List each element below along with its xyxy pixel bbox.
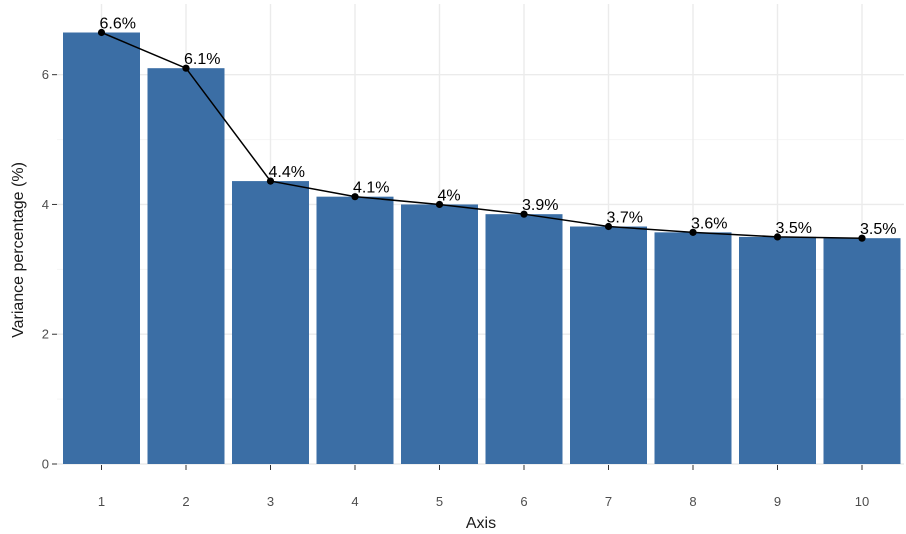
- x-tick-label: 9: [774, 494, 781, 509]
- bars-layer: [63, 32, 901, 465]
- data-label-6: 3.9%: [522, 197, 558, 214]
- x-tick-label: 1: [98, 494, 105, 509]
- x-tick-label: 10: [855, 494, 869, 509]
- point-10: [858, 234, 866, 242]
- axis-layer: 0 2 4 6 1 2 3 4 5 6 7 8 9 10: [42, 67, 869, 509]
- point-1: [97, 28, 106, 37]
- x-tick-label: 2: [182, 494, 189, 509]
- line-layer: [97, 28, 866, 242]
- y-tick-label: 0: [42, 457, 49, 472]
- x-tick-label: 8: [689, 494, 696, 509]
- y-tick-label: 6: [42, 67, 49, 82]
- data-label-4: 4.1%: [353, 180, 389, 197]
- bar-5: [401, 204, 478, 465]
- bar-3: [232, 181, 309, 464]
- data-labels-layer: 6.6% 6.1% 4.4% 4.1% 4% 3.9% 3.7% 3.6% 3.5% 3.5%: [100, 16, 897, 239]
- data-label-7: 3.7%: [607, 210, 643, 227]
- bar-10: [823, 238, 901, 464]
- point-3: [266, 177, 275, 185]
- bar-2: [147, 68, 225, 464]
- data-label-9: 3.5%: [776, 220, 812, 237]
- point-4: [351, 193, 359, 201]
- point-9: [773, 233, 782, 241]
- bar-9: [739, 236, 816, 464]
- x-tick-label: 3: [267, 494, 274, 509]
- bar-1: [63, 32, 140, 464]
- x-tick-label: 6: [520, 494, 527, 509]
- x-tick-label: 5: [436, 494, 443, 509]
- bar-7: [570, 226, 647, 464]
- data-label-8: 3.6%: [691, 215, 727, 232]
- x-tick-label: 4: [351, 494, 358, 509]
- variance-line: [101, 31, 863, 239]
- x-tick-label: 7: [605, 494, 612, 509]
- point-2: [182, 64, 190, 72]
- y-tick-label: 4: [42, 197, 49, 212]
- bar-4: [316, 196, 394, 464]
- point-7: [604, 222, 613, 231]
- y-axis-title: Variance percentage (%): [10, 162, 27, 338]
- point-6: [520, 210, 528, 218]
- y-tick-label: 2: [42, 327, 49, 342]
- data-label-2: 6.1%: [184, 51, 220, 68]
- data-label-3: 4.4%: [269, 164, 305, 181]
- data-label-5: 4%: [438, 187, 461, 204]
- bar-8: [654, 232, 732, 464]
- x-axis-title: Axis: [466, 515, 496, 532]
- data-label-1: 6.6%: [100, 16, 136, 33]
- point-5: [435, 200, 444, 209]
- point-8: [689, 228, 697, 236]
- data-label-10: 3.5%: [860, 221, 896, 238]
- bar-6: [485, 214, 563, 464]
